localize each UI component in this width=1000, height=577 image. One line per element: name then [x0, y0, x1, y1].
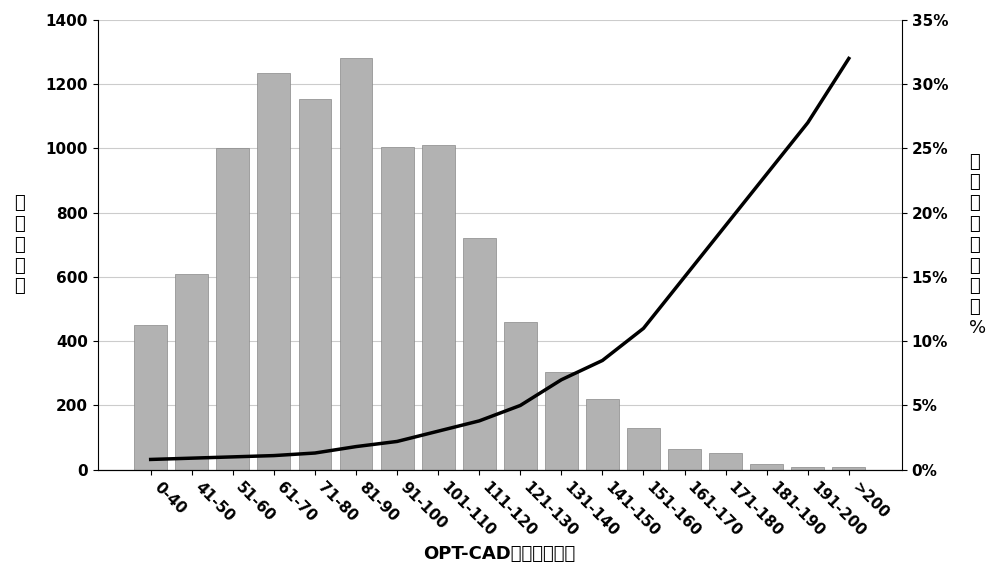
- Bar: [134, 325, 167, 470]
- Bar: [668, 449, 701, 470]
- Bar: [504, 322, 537, 470]
- Y-axis label: 缺
血
事
件
发
生
率
，
%: 缺 血 事 件 发 生 率 ， %: [969, 152, 986, 337]
- Y-axis label: 患
者
数
，
例: 患 者 数 ， 例: [14, 194, 25, 295]
- X-axis label: OPT-CAD风险评分分値: OPT-CAD风险评分分値: [424, 545, 576, 563]
- Bar: [422, 145, 455, 470]
- Bar: [832, 467, 865, 470]
- Bar: [463, 238, 496, 470]
- Bar: [257, 73, 290, 470]
- Bar: [545, 372, 578, 470]
- Bar: [299, 99, 331, 470]
- Bar: [791, 467, 824, 470]
- Bar: [627, 428, 660, 470]
- Bar: [216, 148, 249, 470]
- Bar: [709, 453, 742, 470]
- Bar: [381, 147, 414, 470]
- Bar: [586, 399, 619, 470]
- Bar: [175, 273, 208, 470]
- Bar: [750, 464, 783, 470]
- Bar: [340, 58, 372, 470]
